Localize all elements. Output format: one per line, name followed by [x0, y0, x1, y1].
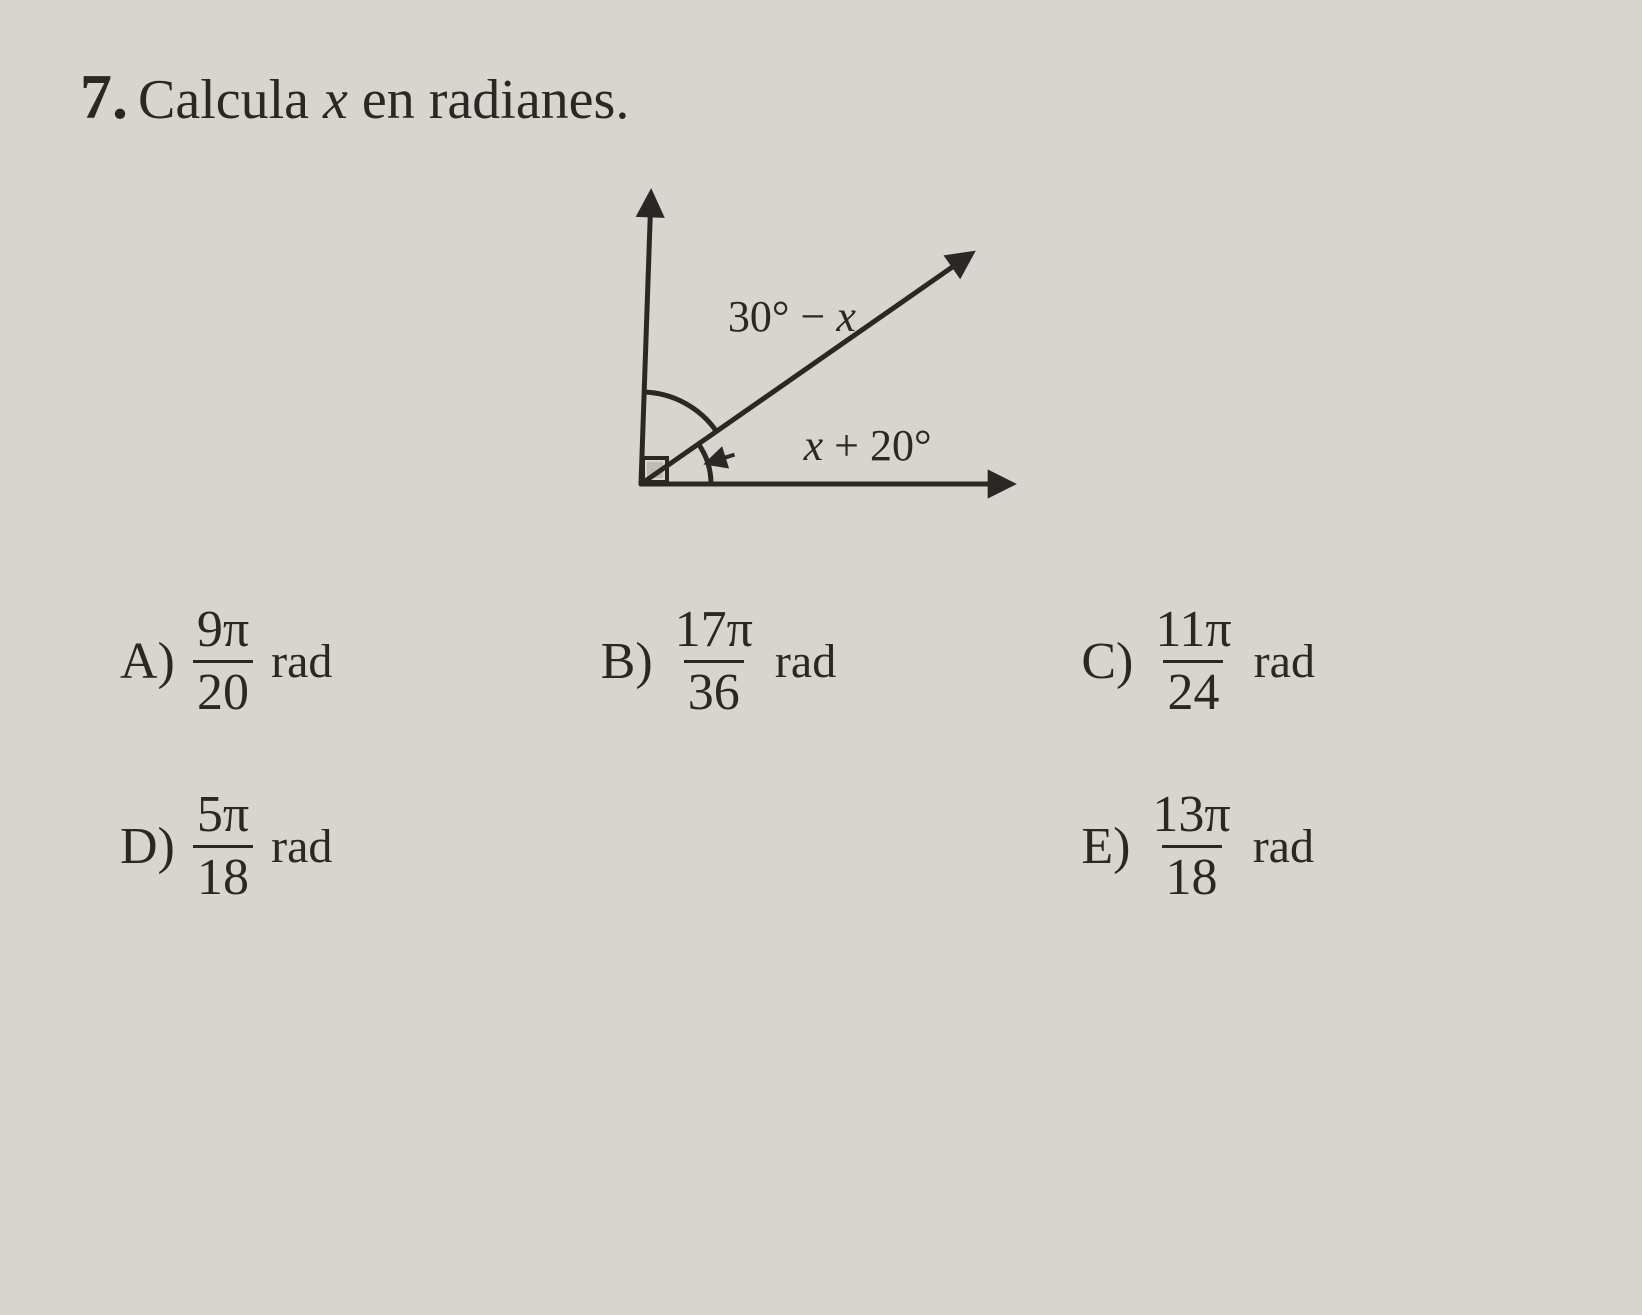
option-d-unit: rad [271, 819, 332, 874]
answer-options: A) 9π 20 rad B) 17π 36 rad C) 11π 24 rad… [80, 604, 1562, 904]
prompt-suffix: en radianes. [348, 69, 629, 131]
question-header: 7. Calcula x en radianes. [80, 60, 1562, 134]
option-c[interactable]: C) 11π 24 rad [1081, 604, 1522, 719]
option-a-unit: rad [271, 634, 332, 689]
option-b-numerator: 17π [671, 604, 757, 660]
option-d-label: D) [120, 817, 175, 876]
option-e-denominator: 18 [1162, 845, 1222, 904]
question-number: 7. [80, 60, 128, 134]
option-a[interactable]: A) 9π 20 rad [120, 604, 561, 719]
option-c-denominator: 24 [1163, 660, 1223, 719]
option-d-denominator: 18 [193, 845, 253, 904]
option-e[interactable]: E) 13π 18 rad [1081, 789, 1522, 904]
option-c-fraction: 11π 24 [1151, 604, 1235, 719]
option-a-label: A) [120, 632, 175, 691]
option-a-fraction: 9π 20 [193, 604, 253, 719]
svg-text:x + 20°: x + 20° [803, 421, 932, 470]
option-c-numerator: 11π [1151, 604, 1235, 660]
option-d-fraction: 5π 18 [193, 789, 253, 904]
option-d[interactable]: D) 5π 18 rad [120, 789, 561, 904]
prompt-variable: x [323, 69, 348, 131]
option-a-numerator: 9π [193, 604, 253, 660]
option-b-label: B) [601, 632, 653, 691]
option-b-denominator: 36 [684, 660, 744, 719]
option-d-numerator: 5π [193, 789, 253, 845]
option-e-unit: rad [1253, 819, 1314, 874]
option-b[interactable]: B) 17π 36 rad [601, 604, 1042, 719]
option-e-label: E) [1081, 817, 1130, 876]
option-e-fraction: 13π 18 [1148, 789, 1234, 904]
angle-diagram: 30° − x x + 20° [541, 164, 1101, 544]
svg-text:30° − x: 30° − x [728, 292, 856, 341]
question-text: Calcula x en radianes. [138, 68, 629, 132]
option-b-unit: rad [775, 634, 836, 689]
angle-diagram-container: 30° − x x + 20° [80, 164, 1562, 544]
option-c-label: C) [1081, 632, 1133, 691]
option-e-numerator: 13π [1148, 789, 1234, 845]
prompt-prefix: Calcula [138, 69, 323, 131]
option-c-unit: rad [1254, 634, 1315, 689]
option-a-denominator: 20 [193, 660, 253, 719]
option-b-fraction: 17π 36 [671, 604, 757, 719]
